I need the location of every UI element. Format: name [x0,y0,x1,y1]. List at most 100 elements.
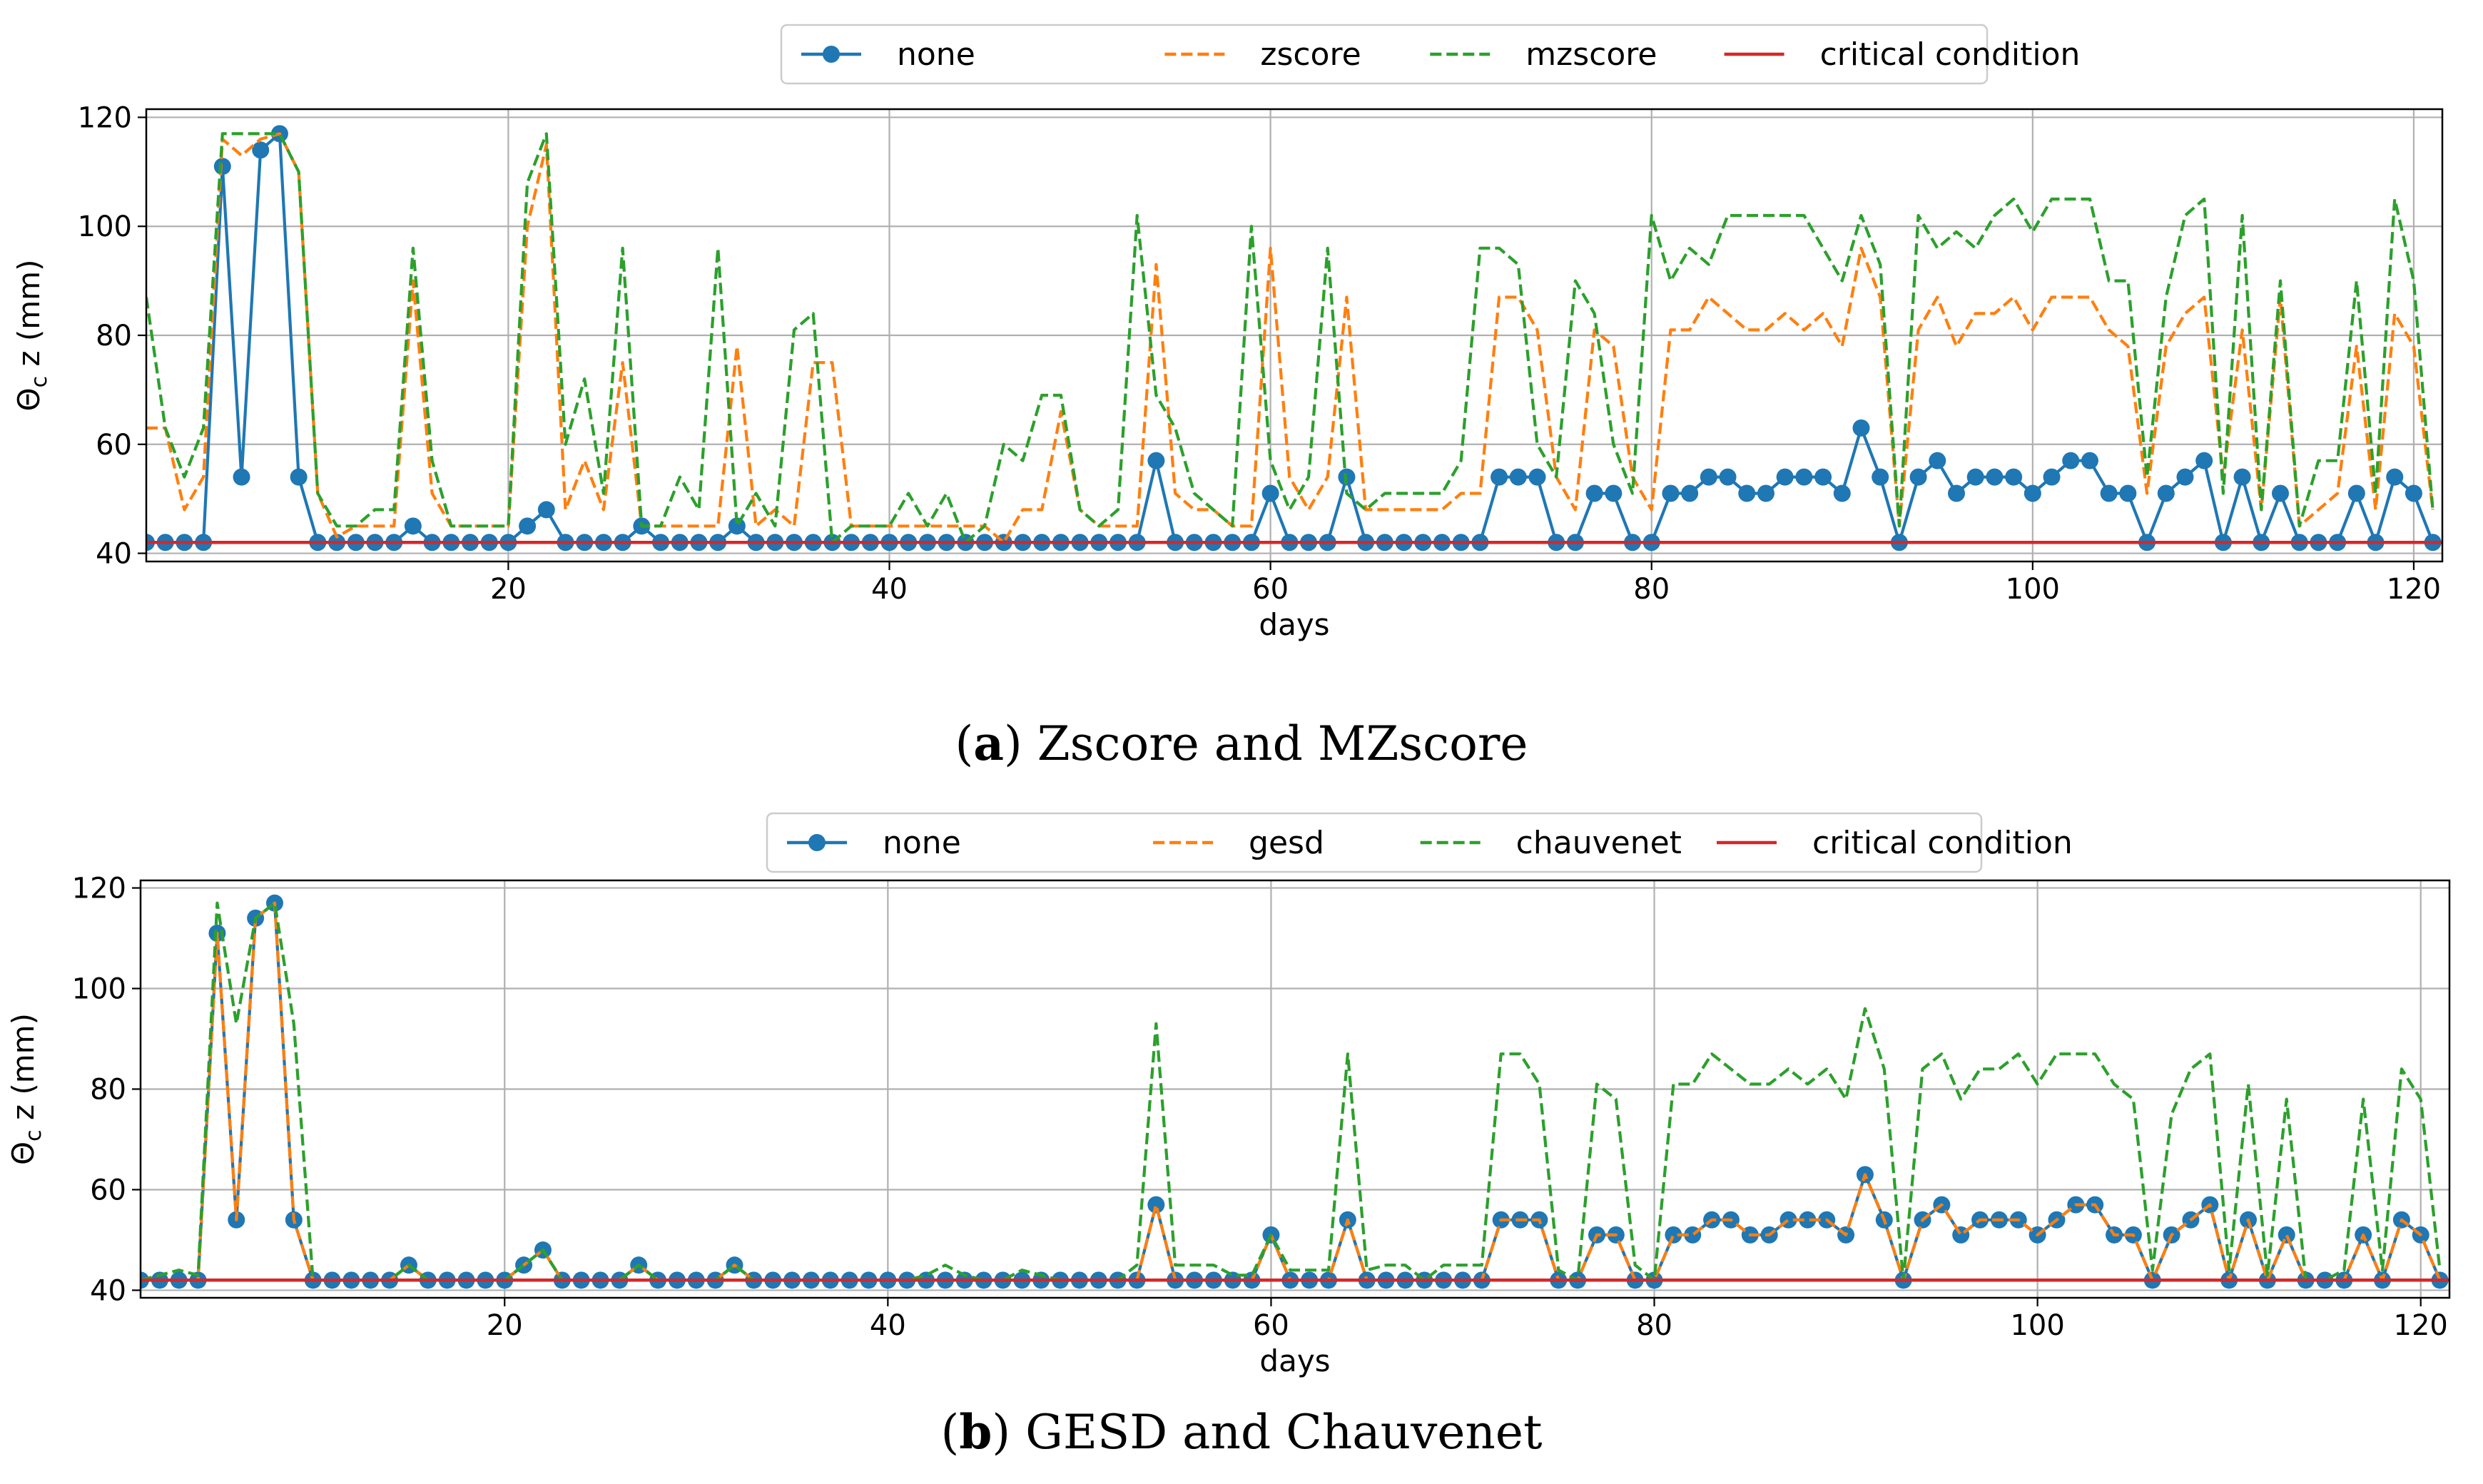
x-tick-label: 120 [2387,573,2441,606]
data-point [1776,468,1794,486]
data-point [1852,419,1870,437]
y-tick-label: 40 [90,1274,126,1307]
data-point [2043,468,2061,486]
x-tick-label: 80 [1636,1309,1672,1342]
legend-label: critical condition [1820,36,2081,73]
y-tick-label: 120 [78,101,132,134]
data-point [2195,452,2213,469]
data-point [1665,1226,1682,1244]
y-tick-label: 60 [96,429,132,462]
legend-box [766,812,1983,873]
data-point [2100,484,2118,502]
legend-label: zscore [1260,36,1361,73]
data-point [2081,452,2098,469]
data-point [252,141,270,159]
data-point [1757,484,1774,502]
legend-label: mzscore [1525,36,1657,73]
x-tick-label: 60 [1253,1309,1289,1342]
data-point [1528,468,1546,486]
data-point [1799,1211,1817,1229]
chart-a: 20 40 60 80 100 120 40 60 80 100 120 days Θc z (mm) n… [11,24,2444,642]
data-point [2347,484,2365,502]
legend-label: chauvenet [1516,825,1682,861]
data-point [1491,468,1508,486]
y-tick-label: 60 [90,1174,126,1206]
caption-b-letter: b [959,1404,992,1460]
data-point [1795,468,1813,486]
plot-area [141,894,2449,1289]
data-point [2278,1226,2295,1244]
series-line-none [146,132,2434,544]
x-tick-label: 100 [2010,1309,2064,1342]
data-point [728,517,746,535]
chart-b: 20 40 60 80 100 120 40 60 80 100 120 days Θc z (mm) n… [6,812,2451,1378]
data-point [537,501,555,519]
legend-label: none [897,36,975,73]
data-point [1966,468,1984,486]
series-line-none [141,901,2442,1282]
legend-box [780,24,1989,85]
data-point [1833,484,1851,502]
data-point [1814,468,1832,486]
y-tick-label: 40 [96,538,132,571]
x-tick-label: 80 [1633,573,1670,606]
caption-b: (b) GESD and Chauvenet [940,1404,1543,1460]
x-tick-label: 40 [871,573,908,606]
x-tick-label: 20 [490,573,527,606]
caption-a: (a) Zscore and MZscore [955,716,1528,771]
data-point [1147,452,1165,469]
data-point [1509,468,1527,486]
y-tick-label: 120 [72,873,126,905]
y-axis-label: Θc z (mm) [11,260,52,412]
x-axis-label: days [1259,607,1329,642]
data-point [233,468,250,486]
data-point [1738,484,1756,502]
series-line-chauvenet [141,901,2442,1282]
data-point [1986,468,2004,486]
y-tick-label: 100 [78,210,132,243]
legend: none zscore mzscore critical condition [780,24,2081,85]
x-tick-label: 40 [870,1309,906,1342]
x-tick-label: 120 [2394,1309,2448,1342]
plot-area [146,125,2442,552]
legend-label: none [883,825,961,861]
data-point [1147,1196,1165,1214]
data-point [213,158,231,176]
data-point [1681,484,1699,502]
data-point [1909,468,1927,486]
caption-a-letter: a [973,716,1005,771]
data-point [2024,484,2041,502]
data-point [1700,468,1717,486]
data-point [1948,484,1966,502]
data-point [2272,484,2290,502]
y-axis-label: Θc z (mm) [6,1013,46,1165]
caption-b-text: GESD and Chauvenet [1025,1405,1543,1460]
data-point [2405,484,2422,502]
data-point [404,517,422,535]
data-point [2233,468,2251,486]
data-point [2176,468,2194,486]
data-point [1662,484,1680,502]
data-point [1929,452,1946,469]
x-axis-label: days [1259,1343,1330,1378]
data-point [1872,468,1889,486]
data-point [1261,484,1279,502]
legend: none gesd chauvenet critical condition [766,812,2073,873]
y-tick-label: 80 [96,320,132,352]
data-point [1605,484,1623,502]
data-point [2119,484,2137,502]
caption-a-text: Zscore and MZscore [1037,716,1528,771]
legend-marker [808,834,826,851]
data-point [1585,484,1603,502]
series-line-zscore [146,132,2434,544]
data-point [1719,468,1737,486]
data-point [2157,484,2175,502]
x-tick-label: 100 [2006,573,2060,606]
data-point [290,468,308,486]
series-line-mzscore [146,132,2434,544]
data-point [2062,452,2080,469]
legend-marker [823,46,840,63]
legend-label: gesd [1249,825,1324,861]
data-point [2005,468,2023,486]
